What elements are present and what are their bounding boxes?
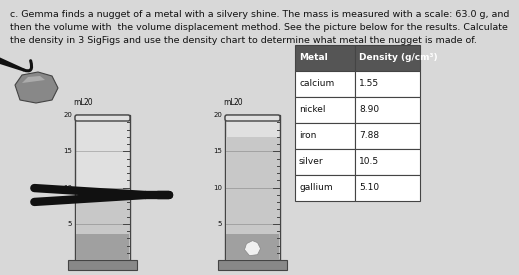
Text: 20: 20	[83, 98, 92, 107]
FancyBboxPatch shape	[225, 115, 280, 121]
Polygon shape	[22, 76, 45, 83]
FancyBboxPatch shape	[355, 123, 420, 149]
FancyBboxPatch shape	[68, 260, 137, 270]
Text: 10: 10	[213, 185, 222, 191]
FancyBboxPatch shape	[295, 71, 355, 97]
Text: Metal: Metal	[299, 54, 328, 62]
Text: 10: 10	[63, 185, 72, 191]
FancyBboxPatch shape	[218, 260, 287, 270]
Text: 15: 15	[63, 148, 72, 154]
FancyBboxPatch shape	[295, 175, 355, 201]
FancyBboxPatch shape	[295, 97, 355, 123]
FancyBboxPatch shape	[355, 97, 420, 123]
Text: 10.5: 10.5	[359, 158, 379, 166]
FancyBboxPatch shape	[75, 115, 130, 121]
Text: 7.88: 7.88	[359, 131, 379, 141]
FancyBboxPatch shape	[226, 234, 279, 260]
Text: nickel: nickel	[299, 106, 325, 114]
Text: gallium: gallium	[299, 183, 333, 192]
FancyBboxPatch shape	[226, 137, 279, 260]
Text: 15: 15	[213, 148, 222, 154]
FancyBboxPatch shape	[76, 234, 129, 260]
FancyBboxPatch shape	[225, 115, 280, 260]
Text: 20: 20	[233, 98, 242, 107]
Polygon shape	[244, 241, 261, 256]
FancyBboxPatch shape	[355, 149, 420, 175]
Text: silver: silver	[299, 158, 324, 166]
FancyBboxPatch shape	[295, 123, 355, 149]
Text: then the volume with  the volume displacement method. See the picture below for : then the volume with the volume displace…	[10, 23, 508, 32]
Text: 5: 5	[217, 221, 222, 227]
Polygon shape	[15, 72, 58, 103]
Text: 5.10: 5.10	[359, 183, 379, 192]
Text: Density (g/cm³): Density (g/cm³)	[359, 54, 438, 62]
Text: the density in 3 SigFigs and use the density chart to determine what metal the n: the density in 3 SigFigs and use the den…	[10, 36, 477, 45]
FancyBboxPatch shape	[75, 115, 130, 260]
FancyBboxPatch shape	[355, 45, 420, 71]
Text: mL: mL	[73, 98, 85, 107]
FancyBboxPatch shape	[295, 45, 355, 71]
FancyBboxPatch shape	[76, 188, 129, 260]
Text: 5: 5	[67, 221, 72, 227]
FancyBboxPatch shape	[295, 149, 355, 175]
Text: mL: mL	[223, 98, 235, 107]
Text: c. Gemma finds a nugget of a metal with a silvery shine. The mass is measured wi: c. Gemma finds a nugget of a metal with …	[10, 10, 509, 19]
Text: iron: iron	[299, 131, 317, 141]
Text: 20: 20	[63, 112, 72, 118]
Text: 20: 20	[213, 112, 222, 118]
Text: calcium: calcium	[299, 79, 334, 89]
FancyBboxPatch shape	[355, 175, 420, 201]
FancyBboxPatch shape	[355, 71, 420, 97]
Text: 1.55: 1.55	[359, 79, 379, 89]
Text: 8.90: 8.90	[359, 106, 379, 114]
